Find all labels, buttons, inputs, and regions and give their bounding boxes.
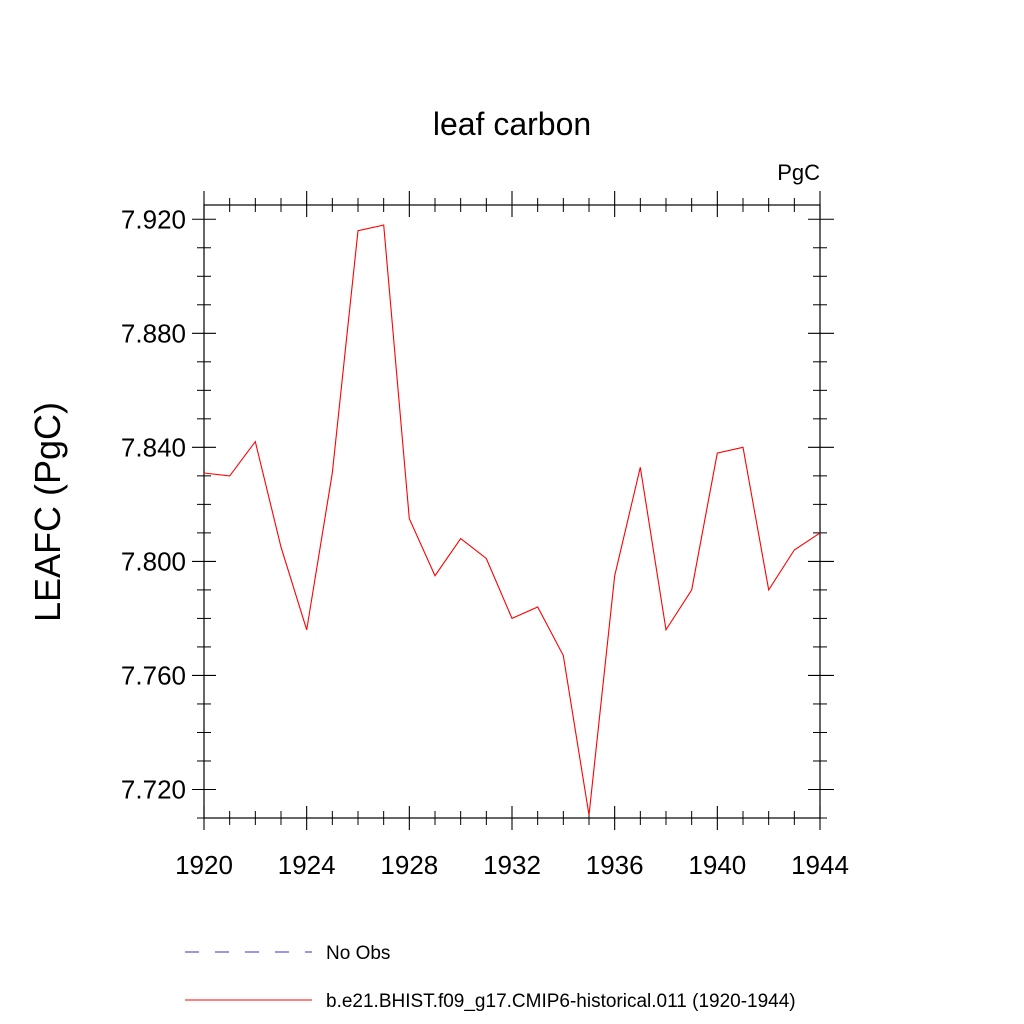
- x-tick-label: 1920: [175, 850, 233, 880]
- y-tick-label: 7.880: [121, 318, 186, 348]
- y-tick-label: 7.800: [121, 546, 186, 576]
- x-tick-label: 1928: [380, 850, 438, 880]
- y-tick-label: 7.920: [121, 204, 186, 234]
- x-tick-label: 1936: [586, 850, 644, 880]
- units-label: PgC: [777, 160, 820, 185]
- x-tick-labels: 1920 1924 1928 1932 1936 1940 1944: [175, 850, 849, 880]
- x-tick-label: 1940: [688, 850, 746, 880]
- x-tick-label: 1932: [483, 850, 541, 880]
- minor-ticks: [197, 198, 827, 825]
- x-tick-label: 1944: [791, 850, 849, 880]
- series-line-historical-011: [203, 224, 821, 816]
- legend: No Obs b.e21.BHIST.f09_g17.CMIP6-histori…: [185, 943, 796, 1012]
- legend-label-historical-011: b.e21.BHIST.f09_g17.CMIP6-historical.011…: [326, 991, 796, 1012]
- y-tick-label: 7.840: [121, 432, 186, 462]
- y-tick-label: 7.760: [121, 660, 186, 690]
- y-tick-labels: 7.720 7.760 7.800 7.840 7.880 7.920: [121, 204, 186, 804]
- x-tick-label: 1924: [278, 850, 336, 880]
- chart-title: leaf carbon: [433, 106, 591, 142]
- major-ticks: [192, 191, 834, 830]
- legend-label-no-obs: No Obs: [326, 943, 390, 964]
- y-axis-label: LEAFC (PgC): [27, 402, 68, 622]
- plot-frame: [203, 204, 821, 819]
- y-tick-label: 7.720: [121, 774, 186, 804]
